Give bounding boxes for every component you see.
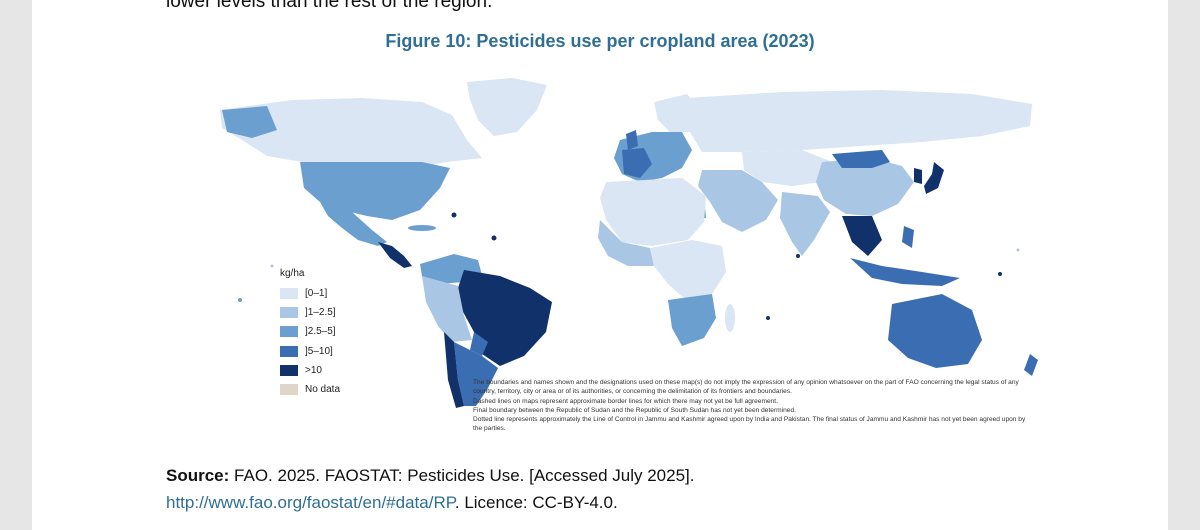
map-west-africa <box>598 220 654 266</box>
map-western-europe <box>622 148 652 178</box>
legend-item: [0–1] <box>280 284 340 303</box>
legend-item: >10 <box>280 361 340 380</box>
map-japan <box>924 162 944 194</box>
map-island-8 <box>1016 248 1020 252</box>
map-canada <box>220 98 482 168</box>
map-greenland <box>467 78 547 136</box>
legend-label: [0–1] <box>305 288 328 300</box>
legend-label: No data <box>305 384 341 396</box>
map-mongolia <box>832 150 890 168</box>
source-link[interactable]: http://www.fao.org/faostat/en/#data/RP <box>166 493 455 512</box>
map-southern-africa <box>668 294 716 346</box>
previous-paragraph-text: lower levels than the rest of the region… <box>166 0 493 12</box>
map-island-1 <box>451 212 457 218</box>
map-north-africa <box>600 178 706 246</box>
legend-label: ]1–2.5] <box>305 307 336 319</box>
map-island-6 <box>766 316 770 320</box>
map-central-america <box>378 242 412 268</box>
map-island-5 <box>796 254 800 258</box>
document-page: lower levels than the rest of the region… <box>32 0 1168 530</box>
legend-label: ]2.5–5] <box>305 326 336 338</box>
disclaimer-line: Final boundary between the Republic of S… <box>473 406 796 414</box>
legend-swatch <box>280 345 298 357</box>
licence-text: . Licence: CC-BY-4.0. <box>454 493 618 512</box>
disclaimer-line: Dotted line represents approximately the… <box>473 416 1026 433</box>
map-usa <box>300 162 450 220</box>
map-southeast-asia <box>842 216 882 256</box>
map-new-zealand <box>1024 354 1038 376</box>
map-island-2 <box>491 235 497 241</box>
world-map <box>220 78 1038 408</box>
source-citation: Source: FAO. 2025. FAOSTAT: Pesticides U… <box>166 462 695 516</box>
figure-title: Figure 10: Pesticides use per cropland a… <box>385 31 815 51</box>
map-legend: kg/ha [0–1] ]1–2.5] ]2.5–5] ]5–10] >10 No dat… <box>280 268 340 399</box>
map-philippines <box>902 226 914 248</box>
map-disclaimer: The boundaries and names shown and the d… <box>473 378 1033 434</box>
map-cuba <box>408 225 436 231</box>
map-paraguay <box>470 332 488 356</box>
map-argentina <box>454 342 498 406</box>
legend-title: kg/ha <box>280 268 305 279</box>
source-label: Source: <box>166 466 230 485</box>
disclaimer-line: Dashed lines on maps represent approxima… <box>473 397 778 405</box>
legend-swatch <box>280 384 298 396</box>
legend-label: >10 <box>305 364 322 376</box>
legend-item: ]1–2.5] <box>280 303 340 322</box>
map-island-4 <box>270 264 274 268</box>
source-text: FAO. 2025. FAOSTAT: Pesticides Use. [Acc… <box>234 466 695 485</box>
legend-item: No data <box>280 380 340 399</box>
map-island-7 <box>998 272 1002 276</box>
map-central-africa <box>650 240 726 300</box>
map-korea <box>914 168 922 184</box>
map-indonesia <box>850 258 960 286</box>
legend-item: ]5–10] <box>280 342 340 361</box>
map-middle-east <box>698 170 778 232</box>
map-mexico <box>320 202 387 246</box>
legend-swatch <box>280 326 298 338</box>
map-uk <box>626 130 638 150</box>
map-alaska <box>222 106 277 138</box>
map-australia <box>888 294 982 368</box>
map-island-3 <box>238 298 242 302</box>
legend-items: [0–1] ]1–2.5] ]2.5–5] ]5–10] >10 No data <box>280 284 340 399</box>
map-china <box>816 158 914 216</box>
legend-label: ]5–10] <box>305 345 333 357</box>
map-chile <box>444 332 464 408</box>
legend-swatch <box>280 288 298 300</box>
map-central-asia <box>742 150 832 186</box>
legend-swatch <box>280 307 298 319</box>
legend-swatch <box>280 364 298 376</box>
map-peru-bolivia <box>422 276 472 342</box>
legend-item: ]2.5–5] <box>280 322 340 341</box>
map-madagascar <box>725 304 735 332</box>
map-russia <box>687 90 1032 152</box>
disclaimer-line: The boundaries and names shown and the d… <box>473 379 1019 396</box>
map-india <box>780 192 830 256</box>
